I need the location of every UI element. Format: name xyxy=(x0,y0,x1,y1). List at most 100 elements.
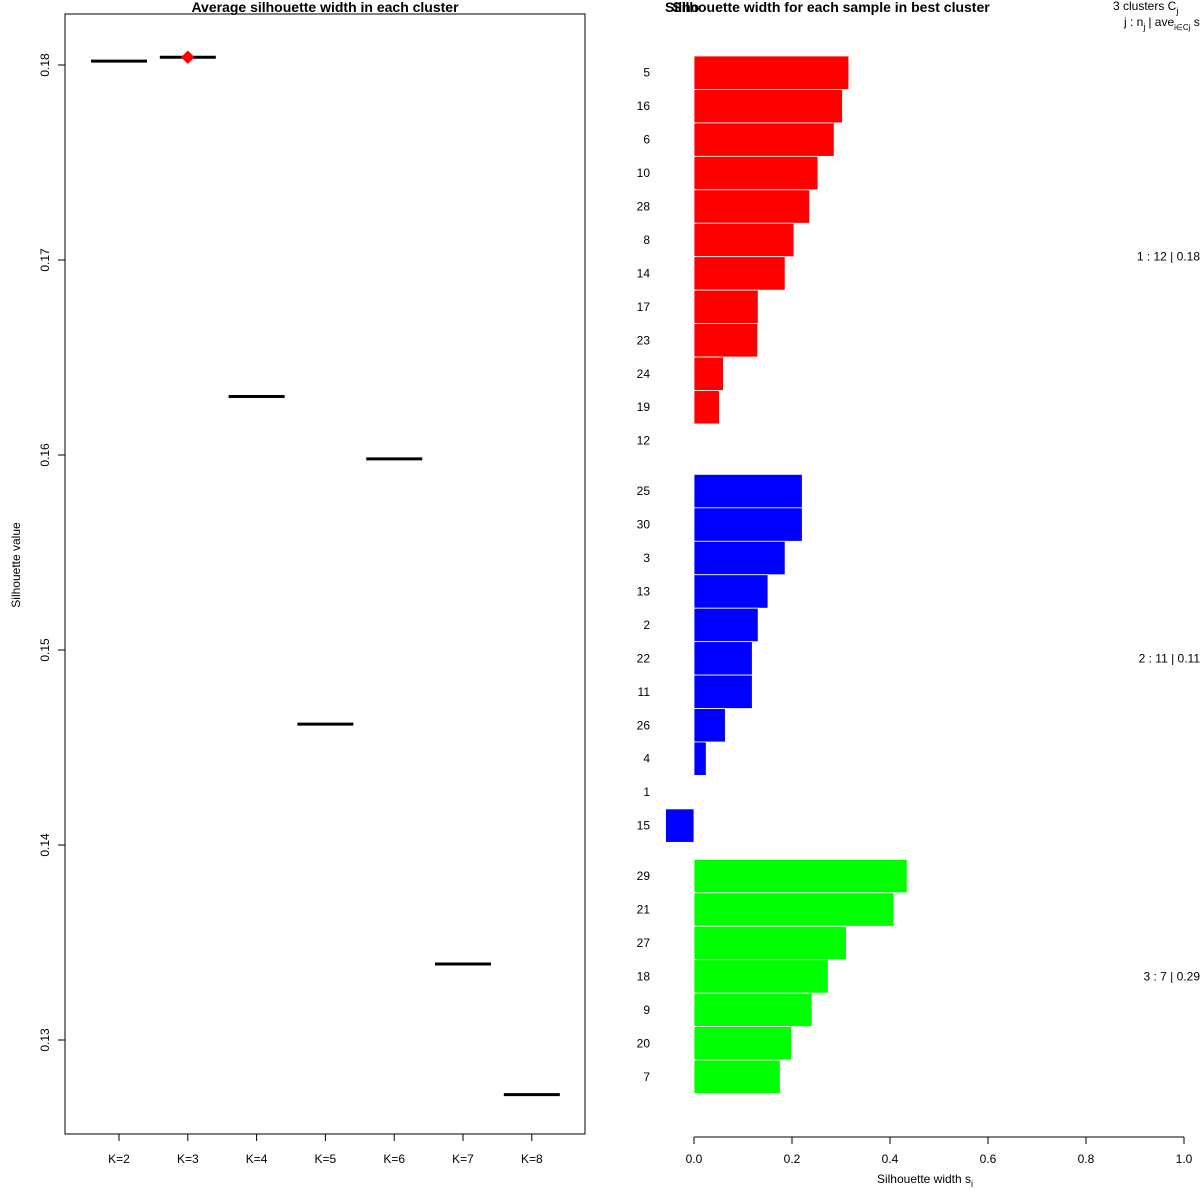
sample-label: 11 xyxy=(638,685,651,699)
left-chart-title: Average silhouette width in each cluster xyxy=(191,0,459,15)
silhouette-bar xyxy=(693,674,753,709)
silhouette-bar xyxy=(693,574,769,609)
silhouette-bar xyxy=(693,55,850,90)
left-x-axis: K=2 K=3 K=4 K=5 K=6 K=7 K=8 xyxy=(108,1133,543,1166)
right-x-tick-label: 0.0 xyxy=(686,1152,703,1166)
left-x-tick-label: K=4 xyxy=(246,1152,268,1166)
svg-text:j : nj| avei∈Cj s: j : nj | avei∈Cj s xyxy=(1123,15,1200,32)
left-plot-frame xyxy=(64,13,586,1135)
sample-label: 3 xyxy=(643,551,650,565)
left-y-tick-label: 0.16 xyxy=(38,443,52,467)
left-y-axis: 0.13 0.14 0.15 0.16 0.17 0.18 xyxy=(38,53,66,1052)
silhouette-bar xyxy=(693,89,843,124)
sample-label: 24 xyxy=(637,367,651,381)
right-x-tick-label: 0.8 xyxy=(1078,1152,1095,1166)
left-y-tick-label: 0.13 xyxy=(38,1028,52,1052)
right-chart-panel: Silho Silhouette width for each sample i… xyxy=(637,0,1200,1189)
sample-label: 5 xyxy=(643,66,650,80)
left-x-tick-label: K=6 xyxy=(383,1152,405,1166)
sample-label: 4 xyxy=(643,752,650,766)
silhouette-bar xyxy=(693,641,753,676)
sample-label: 7 xyxy=(643,1070,650,1084)
silhouette-bar xyxy=(693,540,786,576)
silhouette-bar xyxy=(693,858,908,894)
silhouette-bar xyxy=(693,741,707,776)
legend-header-line2-c: s xyxy=(1190,15,1199,29)
right-sample-labels: 5166102881417232419122530313222112641152… xyxy=(637,66,651,1084)
sample-label: 26 xyxy=(637,718,651,732)
svg-text:3 clusters Cj: 3 clusters Cj xyxy=(1113,0,1178,16)
right-x-tick-label: 0.6 xyxy=(980,1152,997,1166)
sample-label: 18 xyxy=(637,969,651,983)
sample-label: 16 xyxy=(637,99,651,113)
right-chart-title-overlap: Silho xyxy=(665,0,699,15)
sample-label: 17 xyxy=(637,300,651,314)
silhouette-bar xyxy=(693,122,835,157)
sample-label: 14 xyxy=(637,266,651,280)
best-k-marker xyxy=(181,50,195,64)
sample-label: 23 xyxy=(637,333,651,347)
right-cluster-summaries: 1 : 12 | 0.18 2 : 11 | 0.11 3 : 7 | 0.29 xyxy=(1137,250,1200,984)
sample-label: 20 xyxy=(637,1036,651,1050)
legend-header-line2-a-sub: j xyxy=(1142,22,1145,32)
sample-label: 15 xyxy=(637,819,651,833)
right-x-tick-label: 0.2 xyxy=(784,1152,801,1166)
sample-label: 1 xyxy=(643,785,650,799)
sample-label: 12 xyxy=(637,434,651,448)
left-chart-panel: Average silhouette width in each cluster… xyxy=(9,0,586,1166)
silhouette-bar xyxy=(693,256,786,291)
right-x-axis-label-sub: i xyxy=(971,1179,973,1189)
left-x-tick-label: K=3 xyxy=(177,1152,199,1166)
silhouette-bar xyxy=(693,959,829,994)
sample-label: 19 xyxy=(637,400,651,414)
sample-label: 29 xyxy=(637,869,651,883)
left-x-tick-label: K=5 xyxy=(315,1152,337,1166)
right-x-tick-label: 0.4 xyxy=(882,1152,899,1166)
sample-label: 27 xyxy=(637,936,651,950)
silhouette-bar xyxy=(693,992,813,1028)
left-x-tick-label: K=2 xyxy=(108,1152,130,1166)
sample-label: 30 xyxy=(637,518,651,532)
silhouette-bar xyxy=(693,390,720,425)
legend-header-line2-b-sub: i∈Cj xyxy=(1174,23,1191,32)
silhouette-bar xyxy=(693,289,759,324)
silhouette-bar xyxy=(693,189,811,224)
cluster-summary: 1 : 12 | 0.18 xyxy=(1137,250,1200,264)
silhouette-bar xyxy=(693,356,724,391)
left-y-tick-label: 0.15 xyxy=(38,638,52,662)
silhouette-bar xyxy=(693,507,803,542)
cluster-summary: 2 : 11 | 0.11 xyxy=(1139,651,1200,665)
left-series xyxy=(91,50,560,1097)
left-y-tick-label: 0.14 xyxy=(38,833,52,857)
right-bars xyxy=(665,55,908,1094)
silhouette-bar xyxy=(693,323,759,358)
silhouette-bar xyxy=(693,155,819,191)
left-x-tick-label: K=7 xyxy=(452,1152,474,1166)
silhouette-bar xyxy=(693,925,847,961)
sample-label: 9 xyxy=(643,1003,650,1017)
sample-label: 22 xyxy=(637,651,651,665)
silhouette-bar xyxy=(693,708,726,743)
silhouette-bar xyxy=(693,607,759,643)
sample-label: 2 xyxy=(643,618,650,632)
silhouette-bar xyxy=(693,473,803,509)
right-x-axis-label: Silhouette width si xyxy=(877,1172,973,1189)
sample-label: 8 xyxy=(643,233,650,247)
sample-label: 25 xyxy=(637,484,651,498)
right-chart-title: Silhouette width for each sample in best… xyxy=(672,0,990,15)
legend-header-line1-sub: j xyxy=(1175,6,1178,16)
right-x-axis-label-main: Silhouette width s xyxy=(877,1172,971,1186)
sample-label: 28 xyxy=(637,200,651,214)
sample-label: 21 xyxy=(637,903,651,917)
silhouette-bar xyxy=(693,892,895,927)
sample-label: 10 xyxy=(637,166,651,180)
right-x-tick-label: 1.0 xyxy=(1176,1152,1193,1166)
legend-header-line1: 3 clusters C xyxy=(1113,0,1177,13)
silhouette-bar xyxy=(693,1059,781,1094)
silhouette-bar xyxy=(693,222,795,258)
left-y-tick-label: 0.17 xyxy=(38,248,52,272)
silhouette-bar xyxy=(693,1026,792,1061)
cluster-legend-header: 3 clusters Cj j : nj | avei∈Cj s xyxy=(1113,0,1200,32)
sample-label: 6 xyxy=(643,133,650,147)
